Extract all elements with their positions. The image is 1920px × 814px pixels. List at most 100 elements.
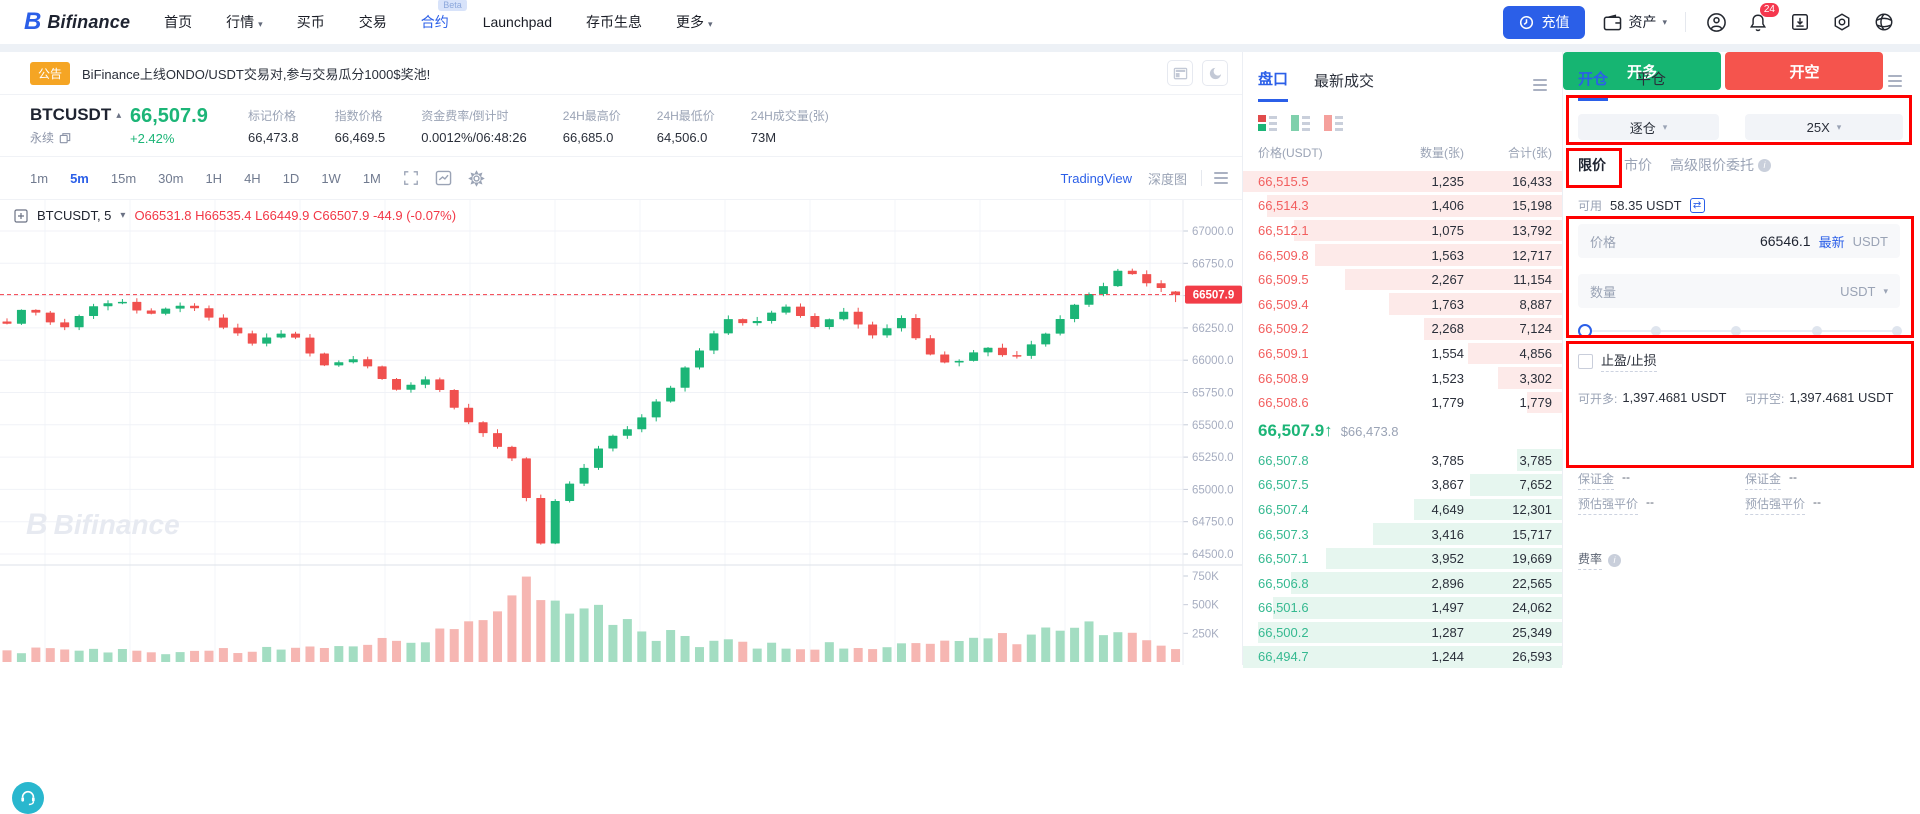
nav-menu: 首页 行情 ▾ 买币 交易 合约 Beta Launchpad 存币生息 更多 ▾ bbox=[164, 0, 713, 32]
chart-style-icon[interactable] bbox=[435, 170, 452, 186]
settings-icon[interactable] bbox=[1830, 10, 1854, 34]
orderbook-ask-row[interactable]: 66,508.6 1,779 1,779 bbox=[1243, 390, 1562, 415]
nav-right-group: 充值 资产 ▾ 24 bbox=[1503, 3, 1896, 39]
timeframe-1W[interactable]: 1W bbox=[321, 170, 341, 186]
notifications-icon[interactable]: 24 bbox=[1746, 3, 1779, 34]
timeframe-15m[interactable]: 15m bbox=[110, 170, 137, 186]
nav-item-首页[interactable]: 首页 bbox=[164, 14, 193, 30]
orderbook-bid-row[interactable]: 66,507.5 3,867 7,652 bbox=[1243, 473, 1562, 498]
margin-mode-select[interactable]: 逐仓 ▾ bbox=[1578, 114, 1719, 140]
tpsl-checkbox[interactable] bbox=[1578, 353, 1593, 369]
orderbook-ask-row[interactable]: 66,508.9 1,523 3,302 bbox=[1243, 366, 1562, 391]
dark-mode-moon-icon[interactable] bbox=[1202, 60, 1228, 86]
orderbook-menu-icon[interactable] bbox=[1533, 76, 1547, 94]
depth-bar bbox=[1294, 219, 1562, 242]
orderbook-bid-row[interactable]: 66,507.8 3,785 3,785 bbox=[1243, 448, 1562, 473]
depth-bar bbox=[1373, 523, 1562, 545]
price-input[interactable]: 价格 66546.1 最新 USDT bbox=[1578, 224, 1900, 258]
tab-orderbook[interactable]: 盘口 bbox=[1258, 68, 1289, 102]
nav-item-交易[interactable]: 交易 bbox=[358, 14, 387, 30]
svg-text:67000.0: 67000.0 bbox=[1192, 226, 1234, 238]
orderbook-ask-row[interactable]: 66,509.1 1,554 4,856 bbox=[1243, 341, 1562, 366]
slider-dot-50[interactable] bbox=[1731, 326, 1741, 336]
orderbook-ask-row[interactable]: 66,509.4 1,763 8,887 bbox=[1243, 292, 1562, 317]
orderbook-ask-row[interactable]: 66,509.5 2,267 11,154 bbox=[1243, 267, 1562, 292]
support-chat-button[interactable] bbox=[12, 782, 44, 814]
timeframe-1D[interactable]: 1D bbox=[282, 170, 300, 186]
timeframe-5m[interactable]: 5m bbox=[70, 170, 89, 186]
orderbook-ask-row[interactable]: 66,515.5 1,235 16,433 bbox=[1243, 169, 1562, 194]
language-globe-icon[interactable] bbox=[1872, 10, 1896, 34]
announcement-text[interactable]: BiFinance上线ONDO/USDT交易对,参与交易瓜分1000$奖池! bbox=[82, 66, 431, 82]
orderbook-ask-row[interactable]: 66,509.2 2,268 7,124 bbox=[1243, 317, 1562, 342]
chart-tab-TradingView[interactable]: TradingView bbox=[1060, 170, 1132, 186]
orderbook-bid-row[interactable]: 66,500.2 1,287 25,349 bbox=[1243, 620, 1562, 645]
nav-item-存币生息[interactable]: 存币生息 bbox=[586, 14, 642, 30]
grid-plus-icon[interactable] bbox=[14, 208, 28, 223]
tab-open-position[interactable]: 开仓 bbox=[1578, 68, 1609, 101]
fullscreen-icon[interactable] bbox=[403, 170, 419, 186]
assets-button[interactable]: 资产 ▾ bbox=[1603, 12, 1667, 32]
download-icon[interactable] bbox=[1788, 10, 1812, 34]
slider-handle[interactable] bbox=[1578, 324, 1592, 338]
brand-logo[interactable]: B Bifinance bbox=[24, 8, 130, 36]
amount-slider[interactable] bbox=[1578, 324, 1902, 338]
timeframe-1M[interactable]: 1M bbox=[362, 170, 381, 186]
nav-item-行情[interactable]: 行情 ▾ bbox=[226, 14, 263, 30]
orderbook-bid-row[interactable]: 66,506.8 2,896 22,565 bbox=[1243, 571, 1562, 596]
orderbook-bid-row[interactable]: 66,501.6 1,497 24,062 bbox=[1243, 596, 1562, 621]
info-icon[interactable]: i bbox=[1608, 553, 1622, 567]
trade-menu-icon[interactable] bbox=[1888, 72, 1902, 90]
view-both-icon[interactable] bbox=[1258, 114, 1277, 132]
slider-dot-100[interactable] bbox=[1892, 326, 1902, 336]
timeframe-30m[interactable]: 30m bbox=[158, 170, 184, 186]
orderbook-panel: 盘口 最新成交 价格(USDT) 数量(张) 合计(张) 66,515.5 1,2… bbox=[1242, 52, 1562, 668]
latest-price-link[interactable]: 最新 bbox=[1818, 234, 1845, 250]
nav-item-合约[interactable]: 合约 Beta bbox=[421, 0, 467, 32]
divider bbox=[1201, 170, 1202, 186]
order-type-市价[interactable]: 市价 bbox=[1624, 157, 1652, 173]
timeframe-4H[interactable]: 4H bbox=[244, 170, 261, 186]
available-label: 可用 bbox=[1578, 199, 1603, 213]
orderbook-ask-row[interactable]: 66,512.1 1,075 13,792 bbox=[1243, 218, 1562, 243]
timeframe-1H[interactable]: 1H bbox=[205, 170, 223, 186]
profile-icon[interactable] bbox=[1704, 10, 1728, 34]
timeframe-1m[interactable]: 1m bbox=[30, 170, 49, 186]
nav-item-更多[interactable]: 更多 ▾ bbox=[676, 14, 713, 30]
order-type-高级限价委托[interactable]: 高级限价委托 i bbox=[1670, 155, 1771, 175]
view-bids-icon[interactable] bbox=[1291, 114, 1310, 132]
copy-icon[interactable] bbox=[59, 132, 71, 144]
view-asks-icon[interactable] bbox=[1324, 114, 1343, 132]
chart-tab-深度图[interactable]: 深度图 bbox=[1147, 171, 1187, 187]
legend-caret-icon[interactable]: ▾ bbox=[120, 210, 126, 221]
tab-latest-trades[interactable]: 最新成交 bbox=[1314, 72, 1375, 90]
leverage-select[interactable]: 25X ▾ bbox=[1745, 114, 1903, 140]
slider-dot-75[interactable] bbox=[1811, 326, 1822, 336]
orderbook-bid-row[interactable]: 66,494.7 1,244 26,593 bbox=[1243, 645, 1562, 670]
svg-text:64750.0: 64750.0 bbox=[1192, 517, 1234, 529]
open-short-button[interactable]: 开空 bbox=[1725, 52, 1884, 90]
deposit-button[interactable]: 充值 bbox=[1503, 5, 1586, 39]
nav-item-Launchpad[interactable]: Launchpad bbox=[482, 14, 552, 30]
amount-input[interactable]: 数量 USDT ▾ bbox=[1578, 274, 1900, 308]
symbol-selector[interactable]: BTCUSDT ▴ bbox=[30, 105, 122, 124]
symbol-caret-icon: ▴ bbox=[116, 109, 122, 121]
chart-svg[interactable]: 67000.066750.066500.066250.066000.065750… bbox=[0, 200, 1242, 665]
chart-menu-icon[interactable] bbox=[1214, 169, 1228, 187]
tab-close-position[interactable]: 平仓 bbox=[1636, 71, 1667, 88]
transfer-icon[interactable]: ⇄ bbox=[1689, 198, 1705, 213]
orderbook-ask-row[interactable]: 66,509.8 1,563 12,717 bbox=[1243, 243, 1562, 268]
orderbook-bid-row[interactable]: 66,507.1 3,952 19,669 bbox=[1243, 546, 1562, 571]
open-long-button[interactable]: 开多 bbox=[1563, 52, 1721, 90]
chart-settings-gear-icon[interactable] bbox=[468, 169, 485, 187]
legend-symbol: BTCUSDT, 5 bbox=[37, 208, 112, 223]
slider-dot-25[interactable] bbox=[1650, 326, 1661, 336]
order-type-限价[interactable]: 限价 bbox=[1578, 157, 1606, 173]
orderbook-ask-row[interactable]: 66,514.3 1,406 15,198 bbox=[1243, 194, 1562, 219]
orderbook-bid-row[interactable]: 66,507.4 4,649 12,301 bbox=[1243, 497, 1562, 522]
orderbook-bid-row[interactable]: 66,507.3 3,416 15,717 bbox=[1243, 522, 1562, 547]
candles-chart[interactable]: BTCUSDT, 5 ▾ O66531.8 H66535.4 L66449.9 … bbox=[0, 200, 1242, 814]
orderbook-last-price-row[interactable]: 66,507.9↑ $66,473.8 bbox=[1243, 415, 1562, 448]
layout-icon[interactable] bbox=[1167, 60, 1193, 86]
nav-item-买币[interactable]: 买币 bbox=[296, 14, 325, 30]
